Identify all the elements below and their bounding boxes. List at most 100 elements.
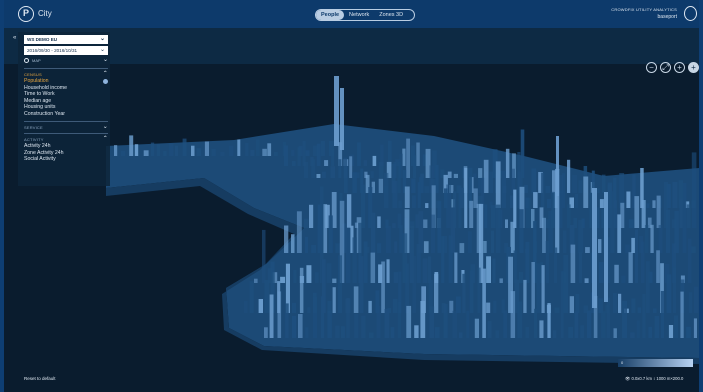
section-activity-header[interactable]: ACTIVITY ⌃ bbox=[24, 136, 108, 143]
city-bar bbox=[428, 256, 432, 283]
city-bar bbox=[554, 307, 560, 313]
city-bar bbox=[332, 278, 337, 283]
city-bar bbox=[306, 265, 312, 283]
legend-min-label: 0 bbox=[621, 360, 624, 365]
city-bar bbox=[420, 173, 425, 178]
city-bar bbox=[520, 129, 525, 178]
fit-view-button[interactable]: ⤢ bbox=[660, 62, 671, 73]
city-bar bbox=[375, 290, 380, 313]
city-bar bbox=[630, 332, 635, 338]
city-bar bbox=[434, 273, 439, 313]
city-bar bbox=[381, 261, 385, 313]
add-layer-button[interactable]: + bbox=[688, 62, 699, 73]
city-bar bbox=[402, 148, 406, 166]
map-3d-view[interactable]: − ⤢ + + bbox=[4, 28, 699, 392]
chevron-down-icon[interactable]: ⌄ bbox=[102, 124, 108, 130]
map-layer-toggle[interactable]: MAP ⌄ bbox=[24, 57, 108, 64]
chevron-up-icon[interactable]: ⌃ bbox=[102, 136, 108, 142]
section-service-header[interactable]: SERVICE ⌄ bbox=[24, 124, 108, 131]
radio-ring-icon[interactable] bbox=[24, 58, 29, 63]
city-bar bbox=[613, 328, 617, 338]
city-bar bbox=[423, 241, 429, 253]
city-bar bbox=[533, 221, 537, 283]
city-bar bbox=[546, 199, 551, 208]
reset-to-default-link[interactable]: Reset to default bbox=[24, 376, 56, 381]
city-bar bbox=[598, 261, 604, 283]
city-bar bbox=[431, 185, 436, 228]
city-bar bbox=[462, 273, 466, 313]
city-bar bbox=[417, 182, 421, 208]
layer-item-median-age[interactable]: Median age bbox=[24, 98, 108, 105]
city-bar bbox=[508, 256, 513, 313]
date-range-select[interactable]: 2016/09/30 - 2016/10/31 ⌄ bbox=[24, 46, 108, 55]
layer-item-population[interactable]: Population bbox=[24, 78, 108, 85]
city-bar bbox=[572, 174, 577, 193]
city-3d-bars[interactable] bbox=[4, 28, 699, 392]
city-bar bbox=[505, 219, 508, 228]
tab-network[interactable]: Network bbox=[349, 12, 370, 18]
city-bar bbox=[578, 252, 582, 283]
city-bar bbox=[378, 264, 383, 283]
city-name: City bbox=[38, 9, 52, 18]
layer-item-social-activity[interactable]: Social Activity bbox=[24, 156, 108, 163]
city-bar bbox=[672, 267, 676, 313]
city-bar bbox=[574, 311, 579, 338]
city-bar bbox=[628, 252, 633, 283]
city-bar bbox=[672, 243, 676, 283]
city-bar bbox=[551, 191, 555, 228]
city-bar bbox=[354, 313, 359, 338]
city-bar bbox=[440, 169, 445, 178]
city-bar bbox=[589, 192, 595, 228]
city-bar bbox=[422, 258, 428, 283]
user-avatar-icon[interactable] bbox=[684, 6, 697, 21]
city-bar bbox=[377, 216, 381, 228]
city-bar bbox=[541, 172, 545, 208]
city-bar bbox=[358, 222, 362, 283]
city-bar bbox=[501, 170, 506, 208]
layer-item-zone-activity-24h[interactable]: Zone Activity 24h bbox=[24, 150, 108, 157]
city-bar bbox=[397, 161, 401, 193]
city-bar bbox=[513, 250, 517, 283]
city-bar bbox=[414, 325, 419, 338]
city-bar bbox=[387, 140, 392, 166]
city-bar bbox=[284, 145, 288, 166]
layer-item-household-income[interactable]: Household income bbox=[24, 85, 108, 92]
section-census-header[interactable]: CENSUS ⌃ bbox=[24, 71, 108, 78]
layer-item-housing-units[interactable]: Housing units bbox=[24, 104, 108, 111]
layer-item-construction-year[interactable]: Construction Year bbox=[24, 111, 108, 118]
city-bar bbox=[364, 171, 368, 178]
city-bar bbox=[169, 143, 174, 156]
city-bar bbox=[536, 263, 541, 313]
city-bar bbox=[211, 149, 216, 156]
chevron-up-icon[interactable]: ⌃ bbox=[102, 71, 108, 77]
city-bar bbox=[478, 203, 484, 283]
layer-item-time-to-work[interactable]: Time to Work bbox=[24, 91, 108, 98]
city-bar bbox=[622, 300, 627, 338]
city-bar bbox=[539, 320, 544, 338]
layer-item-label: Social Activity bbox=[24, 156, 56, 162]
city-bar bbox=[370, 252, 376, 283]
chevron-down-icon[interactable]: ⌄ bbox=[102, 57, 108, 63]
city-bar bbox=[416, 243, 421, 283]
city-bar bbox=[291, 234, 295, 253]
city-bar bbox=[452, 310, 457, 338]
city-bar bbox=[525, 327, 530, 338]
tab-people[interactable]: People bbox=[316, 10, 345, 20]
tab-zones-3d[interactable]: Zones 3D bbox=[379, 12, 404, 18]
zoom-out-button[interactable]: − bbox=[646, 62, 657, 73]
collapse-panel-icon[interactable]: « bbox=[13, 35, 17, 41]
dataset-select[interactable]: WS DEMO EU ⌄ bbox=[24, 35, 108, 44]
city-bar bbox=[495, 330, 500, 338]
city-bar bbox=[563, 230, 567, 253]
city-bar bbox=[510, 221, 515, 253]
city-bar bbox=[644, 225, 649, 253]
city-bar bbox=[321, 259, 326, 313]
zoom-in-button[interactable]: + bbox=[674, 62, 685, 73]
city-bar bbox=[386, 161, 392, 178]
app-logo-icon[interactable]: P bbox=[18, 6, 34, 22]
city-bar bbox=[584, 278, 589, 283]
city-bar bbox=[361, 184, 366, 228]
section-activity-title: ACTIVITY bbox=[24, 137, 44, 142]
layer-item-activity-24h[interactable]: Activity 24h bbox=[24, 143, 108, 150]
divider bbox=[24, 121, 108, 122]
